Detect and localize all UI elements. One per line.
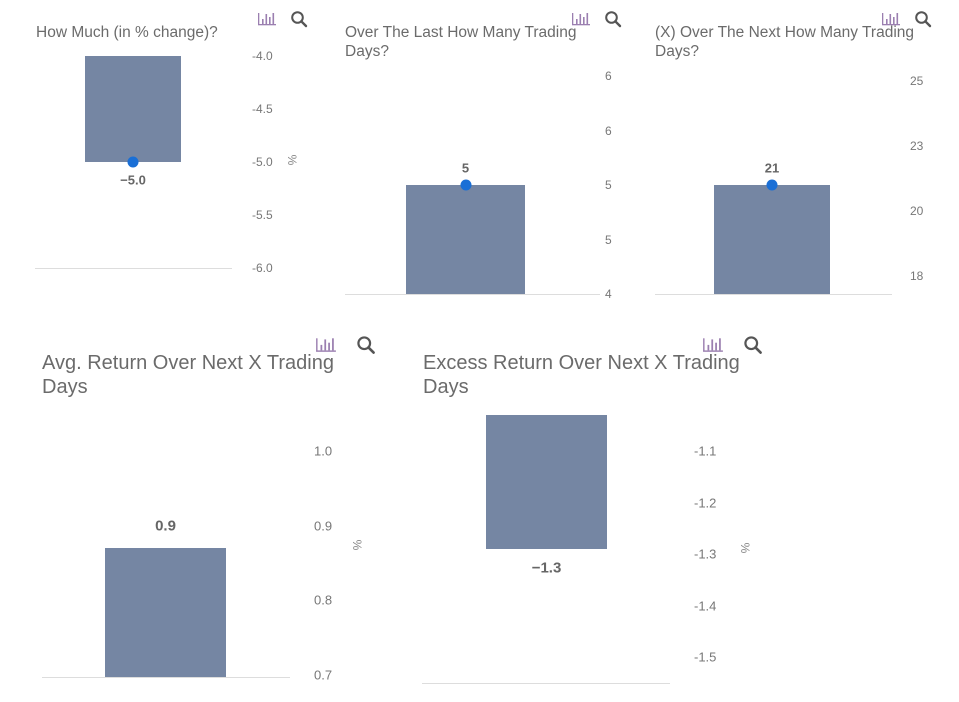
baseline bbox=[42, 677, 290, 678]
data-point-marker[interactable] bbox=[766, 179, 778, 191]
y-tick-label: 20 bbox=[910, 204, 924, 218]
y-tick-label: 0.9 bbox=[314, 518, 333, 534]
y-tick-label: 6 bbox=[605, 69, 612, 83]
y-tick-label: -1.1 bbox=[694, 443, 717, 459]
data-label: −5.0 bbox=[120, 172, 146, 188]
baseline bbox=[345, 294, 600, 295]
bar-chart-icon[interactable] bbox=[257, 10, 277, 28]
bar-chart-icon[interactable] bbox=[702, 335, 723, 353]
y-tick-label: 0.8 bbox=[314, 592, 333, 608]
search-icon[interactable] bbox=[914, 10, 934, 28]
data-label: 5 bbox=[461, 160, 470, 176]
y-tick-label: 5 bbox=[605, 232, 612, 247]
bar-chart-icon[interactable] bbox=[881, 10, 901, 28]
data-point-marker[interactable] bbox=[460, 179, 471, 191]
y-tick-label: -4.5 bbox=[252, 102, 273, 116]
y-tick-label: 4 bbox=[605, 287, 612, 301]
y-tick-label: 25 bbox=[910, 74, 924, 88]
y-tick-label: 23 bbox=[910, 139, 924, 153]
y-tick-label: -1.5 bbox=[694, 649, 717, 665]
y-tick-label: -4.0 bbox=[252, 49, 273, 63]
bar[interactable] bbox=[85, 56, 181, 162]
y-tick-label: -6.0 bbox=[252, 261, 273, 275]
search-icon[interactable] bbox=[290, 10, 310, 28]
bar[interactable] bbox=[105, 548, 226, 677]
bar[interactable] bbox=[486, 415, 607, 549]
y-tick-label: 1.0 bbox=[314, 443, 333, 459]
baseline bbox=[655, 294, 892, 295]
chart-title: (X) Over The Next How Many Trading Days? bbox=[655, 24, 914, 60]
baseline bbox=[35, 268, 232, 269]
chart-title: Over The Last How Many Trading Days? bbox=[345, 24, 577, 60]
y-tick-label: -1.4 bbox=[694, 598, 717, 613]
chart-title: Avg. Return Over Next X Trading Days bbox=[42, 352, 334, 398]
search-icon[interactable] bbox=[356, 335, 376, 354]
bar[interactable] bbox=[406, 185, 525, 294]
y-axis-unit: % bbox=[285, 154, 299, 166]
data-label: −1.3 bbox=[531, 559, 562, 577]
data-point-marker[interactable] bbox=[127, 156, 139, 168]
bar-chart-icon[interactable] bbox=[571, 10, 591, 28]
y-tick-label: 0.7 bbox=[314, 667, 333, 683]
y-tick-label: -5.5 bbox=[252, 208, 273, 222]
baseline bbox=[422, 683, 670, 684]
y-tick-label: 6 bbox=[605, 123, 612, 138]
search-icon[interactable] bbox=[604, 10, 624, 28]
chart-title: How Much (in % change)? bbox=[36, 24, 218, 41]
data-label: 21 bbox=[764, 160, 780, 176]
y-tick-label: 18 bbox=[910, 269, 924, 283]
y-axis-unit: % bbox=[350, 539, 364, 551]
y-tick-label: 5 bbox=[605, 178, 612, 192]
y-tick-label: -1.2 bbox=[694, 495, 717, 511]
chart-title: Excess Return Over Next X Trading Days bbox=[423, 352, 740, 398]
bar-chart-icon[interactable] bbox=[315, 335, 336, 353]
search-icon[interactable] bbox=[743, 335, 763, 354]
y-tick-label: -5.0 bbox=[252, 155, 273, 169]
y-tick-label: -1.3 bbox=[694, 546, 717, 562]
data-label: 0.9 bbox=[155, 517, 176, 535]
y-axis-unit: % bbox=[738, 542, 752, 554]
bar[interactable] bbox=[714, 185, 830, 294]
